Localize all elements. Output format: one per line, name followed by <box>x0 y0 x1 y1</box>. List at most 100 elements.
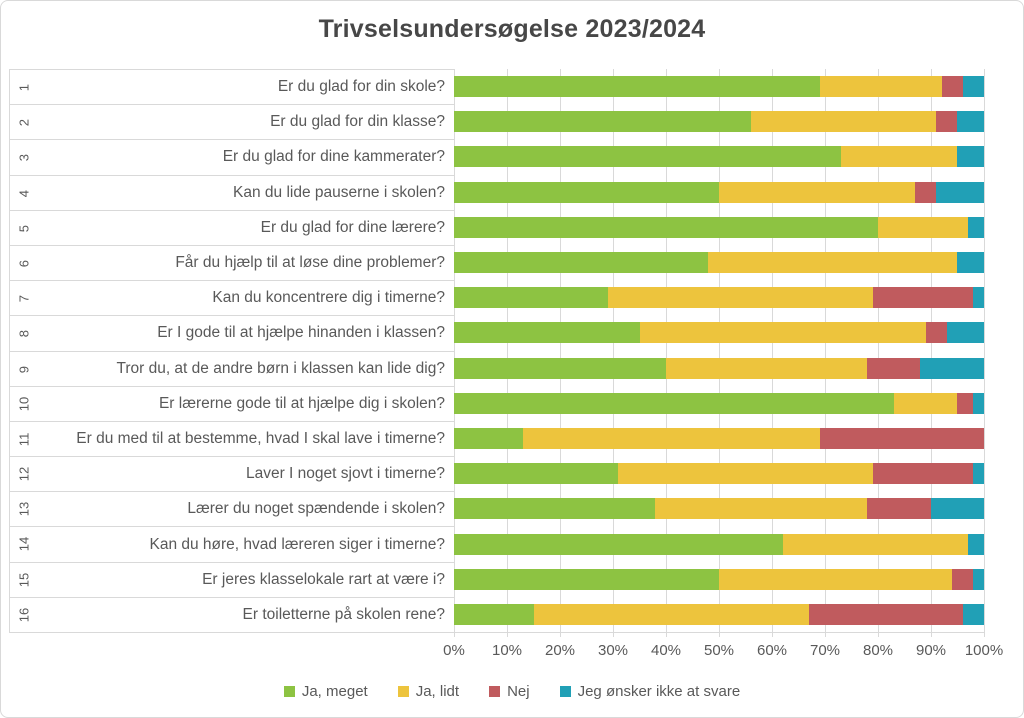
bar-segment-ja-meget <box>454 533 783 555</box>
question-label: Er jeres klasselokale rart at være i? <box>202 570 445 588</box>
axis-tick <box>825 632 826 637</box>
row-label-cell: 16 Er toiletterne på skolen rene? <box>9 596 454 632</box>
row-label-cell: 14 Kan du høre, hvad læreren siger i time… <box>9 526 454 561</box>
axis-tick-label: 80% <box>862 642 894 659</box>
chart-row: 16 Er toiletterne på skolen rene? <box>9 596 984 632</box>
bar-cell <box>454 421 984 456</box>
bar-segment-nej <box>925 322 947 344</box>
bar-segment-onsker-ikke-svare <box>968 533 984 555</box>
row-label-cell: 5 Er du glad for dine lærere? <box>9 209 454 245</box>
question-label: Kan du koncentrere dig i timerne? <box>212 289 445 307</box>
chart-row: 6 Får du hjælp til at løse dine problemer… <box>9 244 984 280</box>
bar-segment-ja-lidt <box>750 111 937 133</box>
bar-cell <box>454 175 984 210</box>
row-number: 16 <box>16 607 32 623</box>
row-number: 8 <box>16 329 32 338</box>
bar-segment-ja-meget <box>454 603 534 625</box>
bar-segment-nej <box>867 357 921 379</box>
stacked-bar <box>454 322 984 344</box>
bar-segment-ja-lidt <box>719 181 916 203</box>
row-label-cell: 7 Kan du koncentrere dig i timerne? <box>9 280 454 315</box>
chart-row: 1 Er du glad for din skole? <box>9 69 984 104</box>
axis-tick <box>666 632 667 637</box>
legend-item: Ja, lidt <box>397 683 459 700</box>
legend-label: Nej <box>507 682 530 700</box>
question-label: Får du hjælp til at løse dine problemer? <box>175 254 445 272</box>
stacked-bar <box>454 427 984 449</box>
bar-segment-ja-meget <box>454 252 709 274</box>
stacked-bar <box>454 603 984 625</box>
gridline <box>454 69 455 632</box>
bar-segment-onsker-ikke-svare <box>920 357 984 379</box>
axis-tick <box>984 632 985 637</box>
stacked-bar <box>454 533 984 555</box>
axis-tick-label: 30% <box>597 642 629 659</box>
axis-tick-label: 50% <box>703 642 735 659</box>
gridline <box>772 69 773 632</box>
bar-segment-onsker-ikke-svare <box>962 603 984 625</box>
bar-segment-onsker-ikke-svare <box>946 322 984 344</box>
gridline <box>719 69 720 632</box>
legend-swatch-ja-lidt <box>397 685 409 697</box>
row-label-cell: 8 Er I gode til at hjælpe hinanden i klas… <box>9 315 454 350</box>
chart-row: 8 Er I gode til at hjælpe hinanden i klas… <box>9 315 984 350</box>
bar-segment-onsker-ikke-svare <box>973 568 984 590</box>
row-label-cell: 4 Kan du lide pauserne i skolen? <box>9 174 454 210</box>
bar-segment-ja-lidt <box>666 357 868 379</box>
axis-tick <box>560 632 561 637</box>
bar-segment-onsker-ikke-svare <box>930 498 984 520</box>
legend-item: Ja, meget <box>283 683 368 700</box>
bar-segment-ja-meget <box>454 322 640 344</box>
legend-swatch-nej <box>489 685 501 697</box>
bar-segment-ja-meget <box>454 498 656 520</box>
bar-segment-nej <box>957 392 974 414</box>
legend-label: Jeg ønsker ikke at svare <box>577 682 741 700</box>
row-label-cell: 11 Er du med til at bestemme, hvad I skal… <box>9 420 454 456</box>
x-axis-labels: 0% 10% 20% 30% 40% 50% 60% 70% 80% 90% 100% <box>443 642 1003 662</box>
row-label-cell: 3 Er du glad for dine kammerater? <box>9 139 454 174</box>
row-label-cell: 9 Tror du, at de andre børn i klassen kan… <box>9 350 454 386</box>
axis-tick-label: 0% <box>443 642 465 659</box>
row-number: 3 <box>16 153 32 162</box>
stacked-bar <box>454 287 984 309</box>
stacked-bar <box>454 357 984 379</box>
bar-segment-ja-meget <box>454 146 841 168</box>
row-number: 4 <box>16 189 32 197</box>
bar-segment-nej <box>819 427 984 449</box>
question-label: Er lærerne gode til at hjælpe dig i skol… <box>158 394 445 412</box>
stacked-bar <box>454 76 984 98</box>
stacked-bar <box>454 181 984 203</box>
bar-segment-ja-lidt <box>522 427 820 449</box>
bar-segment-nej <box>867 498 931 520</box>
bar-segment-onsker-ikke-svare <box>973 463 984 485</box>
axis-tick <box>772 632 773 637</box>
axis-tick-label: 40% <box>650 642 682 659</box>
row-label-cell: 1 Er du glad for din skole? <box>9 69 454 104</box>
gridline <box>825 69 826 632</box>
chart-row: 5 Er du glad for dine lærere? <box>9 209 984 245</box>
bar-segment-ja-meget <box>454 287 608 309</box>
row-label-cell: 15 Er jeres klasselokale rart at være i? <box>9 561 454 597</box>
gridline <box>931 69 932 632</box>
bar-segment-ja-meget <box>454 463 619 485</box>
row-label-cell: 6 Får du hjælp til at løse dine problemer… <box>9 244 454 280</box>
bar-cell <box>454 386 984 421</box>
bar-segment-onsker-ikke-svare <box>962 76 984 98</box>
bar-segment-ja-lidt <box>893 392 958 414</box>
question-label: Kan du lide pauserne i skolen? <box>233 183 445 201</box>
bar-segment-nej <box>915 181 937 203</box>
stacked-bar <box>454 146 984 168</box>
chart-row: 2 Er du glad for din klasse? <box>9 104 984 139</box>
question-label: Lærer du noget spændende i skolen? <box>187 500 445 518</box>
bar-segment-ja-lidt <box>639 322 926 344</box>
bar-cell <box>454 456 984 491</box>
axis-tick-label: 70% <box>809 642 841 659</box>
gridline <box>560 69 561 632</box>
legend-swatch-onsker-ikke-svare <box>559 685 571 697</box>
row-number: 2 <box>16 118 32 126</box>
chart-row: 12 Laver I noget sjovt i timerne? <box>9 456 984 491</box>
legend-swatch-ja-meget <box>283 685 295 697</box>
row-number: 10 <box>16 396 32 412</box>
axis-tick <box>507 632 508 637</box>
